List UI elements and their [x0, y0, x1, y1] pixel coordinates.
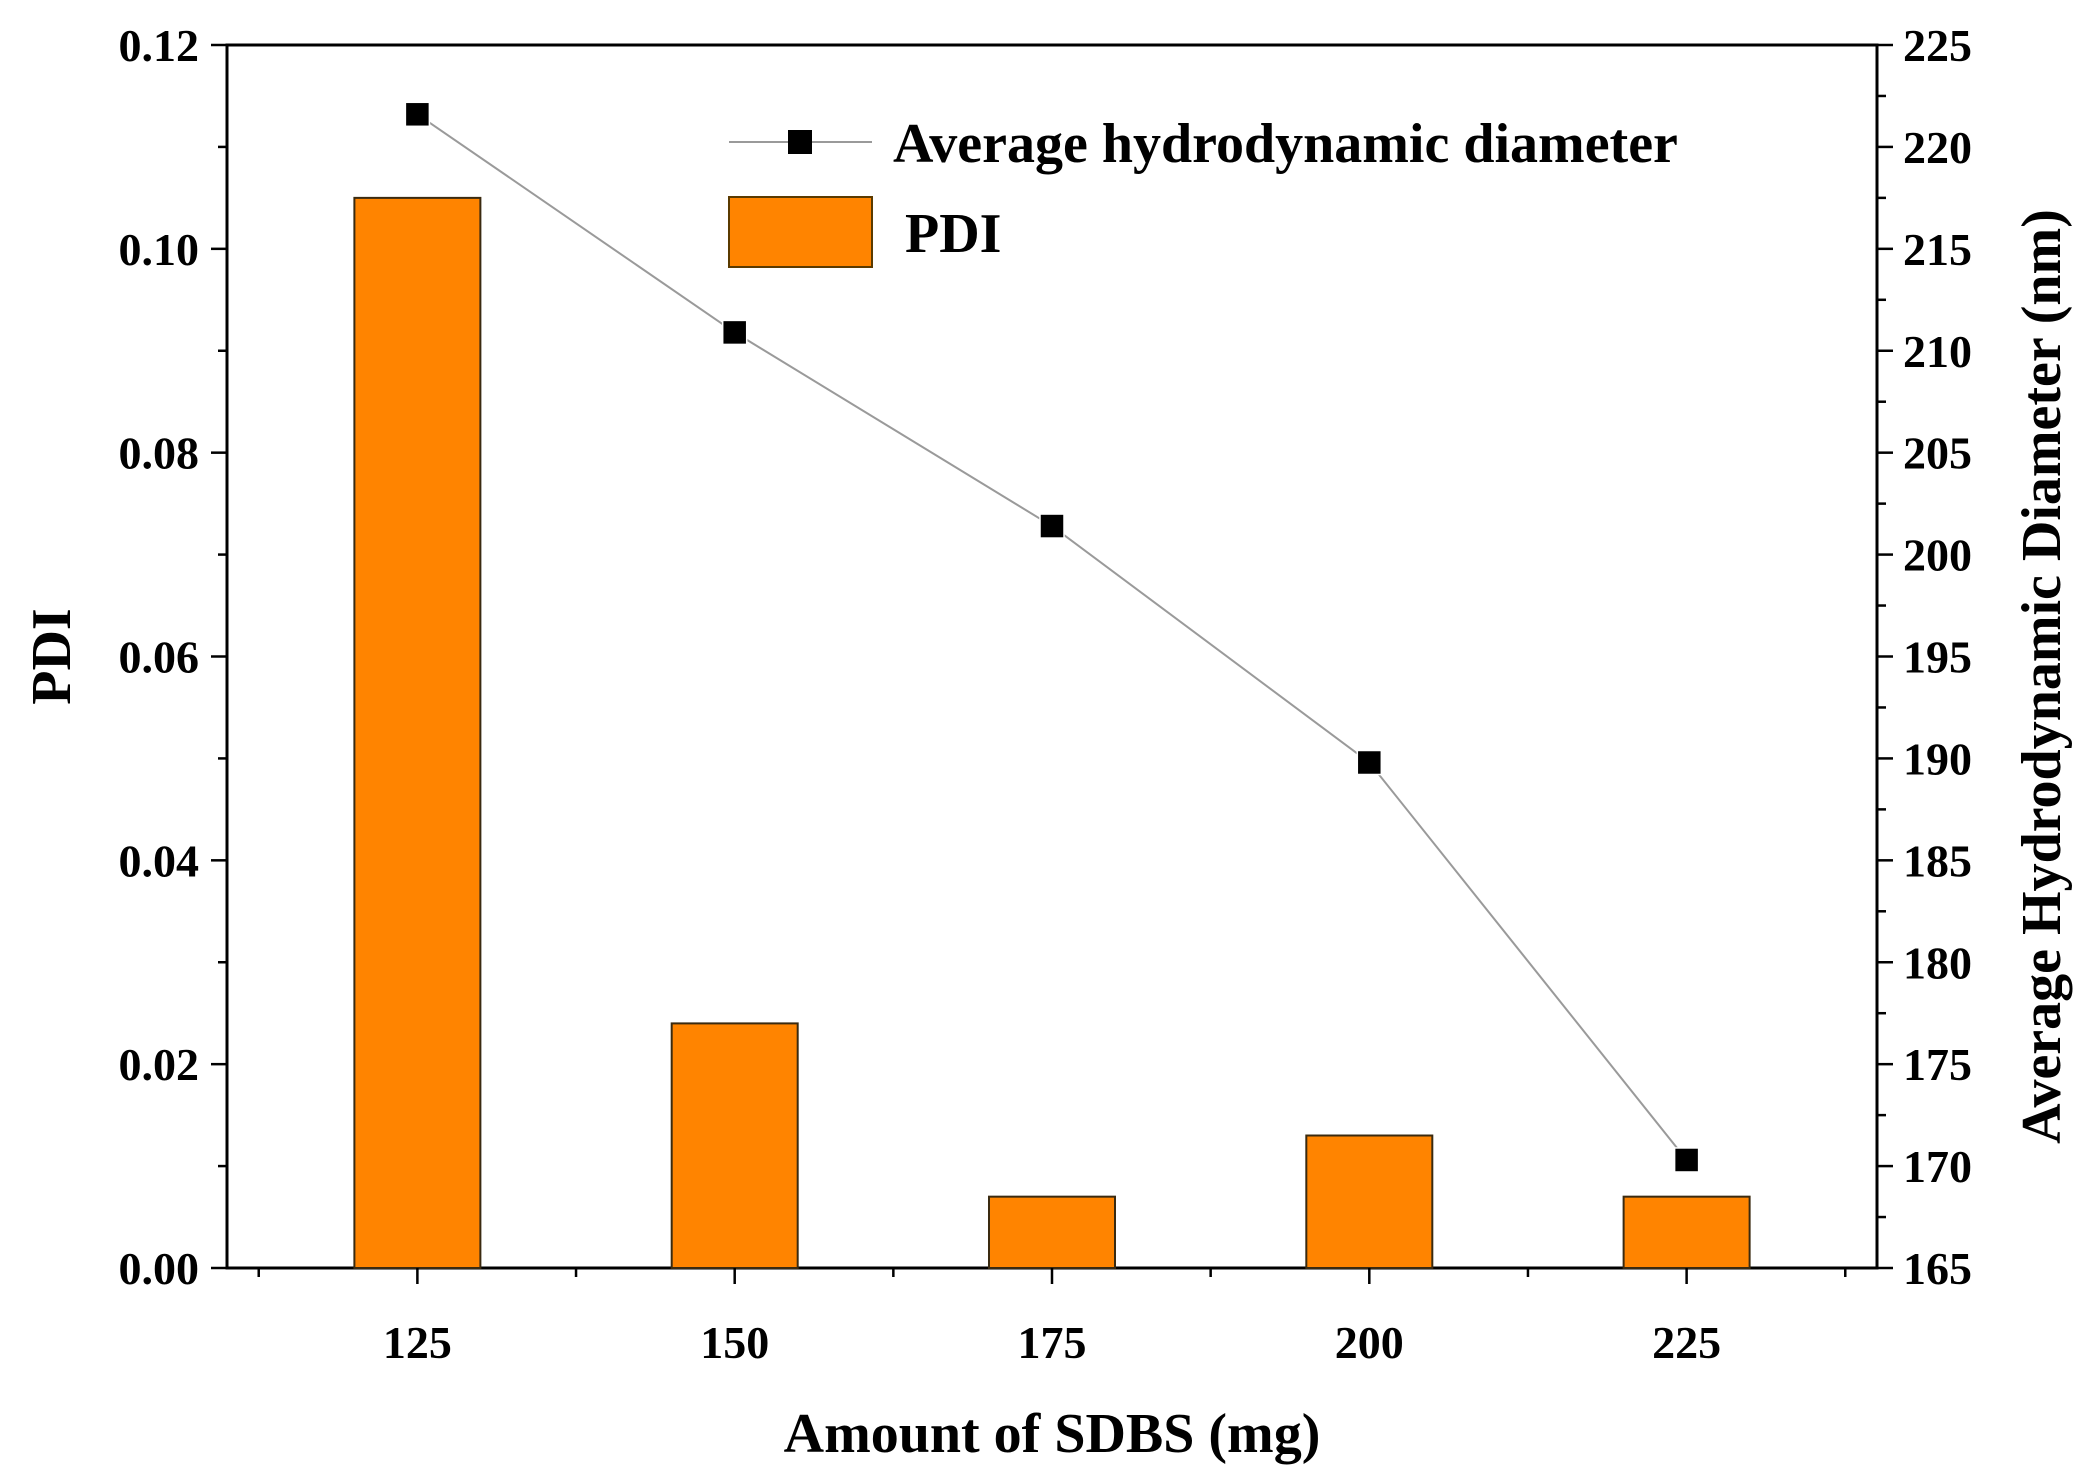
- x-tick-label: 175: [1018, 1317, 1087, 1368]
- axis-ticks: 0.00 0.02 0.04 0.06 0.08 0.10 0.12 165 170 175 180…: [119, 20, 1973, 1368]
- left-y-tick-label: 0.12: [119, 20, 200, 71]
- right-y-tick-label: 200: [1903, 530, 1972, 581]
- right-y-tick-label: 190: [1903, 733, 1972, 784]
- diameter-marker-150: [721, 319, 748, 346]
- right-y-tick-label: 170: [1903, 1141, 1972, 1192]
- diameter-line: [416, 113, 1688, 1161]
- x-tick-label: 150: [700, 1317, 769, 1368]
- left-y-tick-label: 0.02: [119, 1039, 200, 1090]
- x-tick-label: 125: [383, 1317, 452, 1368]
- left-y-tick-label: 0.00: [119, 1243, 200, 1294]
- pdi-bars: [353, 196, 1751, 1270]
- left-y-tick-label: 0.08: [119, 428, 200, 479]
- x-tick-label: 200: [1335, 1317, 1404, 1368]
- x-axis-title: Amount of SDBS (mg): [784, 1403, 1321, 1465]
- pdi-bar-225: [1622, 1195, 1751, 1269]
- pdi-bar-175: [988, 1195, 1116, 1269]
- right-y-tick-label: 195: [1903, 632, 1972, 683]
- right-y-axis-title: Average Hydrodynamic Diameter (nm): [2011, 209, 2073, 1144]
- pdi-bar-150: [670, 1022, 799, 1270]
- legend-marker-swatch: [788, 130, 812, 154]
- right-y-tick-label: 220: [1903, 122, 1972, 173]
- right-y-tick-label: 225: [1903, 20, 1972, 71]
- right-y-tick-label: 175: [1903, 1039, 1972, 1090]
- legend: Average hydrodynamic diameter PDI: [728, 113, 1678, 268]
- left-y-tick-label: 0.06: [119, 632, 200, 683]
- legend-bar-swatch: [728, 196, 873, 268]
- legend-label-diameter: Average hydrodynamic diameter: [893, 113, 1678, 175]
- right-y-tick-label: 210: [1903, 326, 1972, 377]
- diameter-line-series: [404, 101, 1700, 1173]
- right-y-tick-label: 205: [1903, 428, 1972, 479]
- left-y-tick-label: 0.04: [119, 835, 200, 886]
- legend-label-pdi: PDI: [905, 203, 1001, 265]
- x-tick-label: 225: [1652, 1317, 1721, 1368]
- right-y-tick-label: 185: [1903, 835, 1972, 886]
- diameter-marker-200: [1356, 749, 1383, 776]
- diameter-marker-125: [404, 101, 431, 128]
- diameter-marker-225: [1673, 1147, 1700, 1173]
- diameter-marker-175: [1039, 513, 1065, 539]
- pdi-bar-125: [353, 196, 482, 1269]
- right-y-tick-label: 180: [1903, 937, 1972, 988]
- right-y-tick-label: 165: [1903, 1243, 1972, 1294]
- left-y-tick-label: 0.10: [119, 224, 200, 275]
- pdi-bar-200: [1305, 1134, 1434, 1269]
- left-y-axis-title: PDI: [21, 608, 83, 704]
- right-y-tick-label: 215: [1903, 224, 1972, 275]
